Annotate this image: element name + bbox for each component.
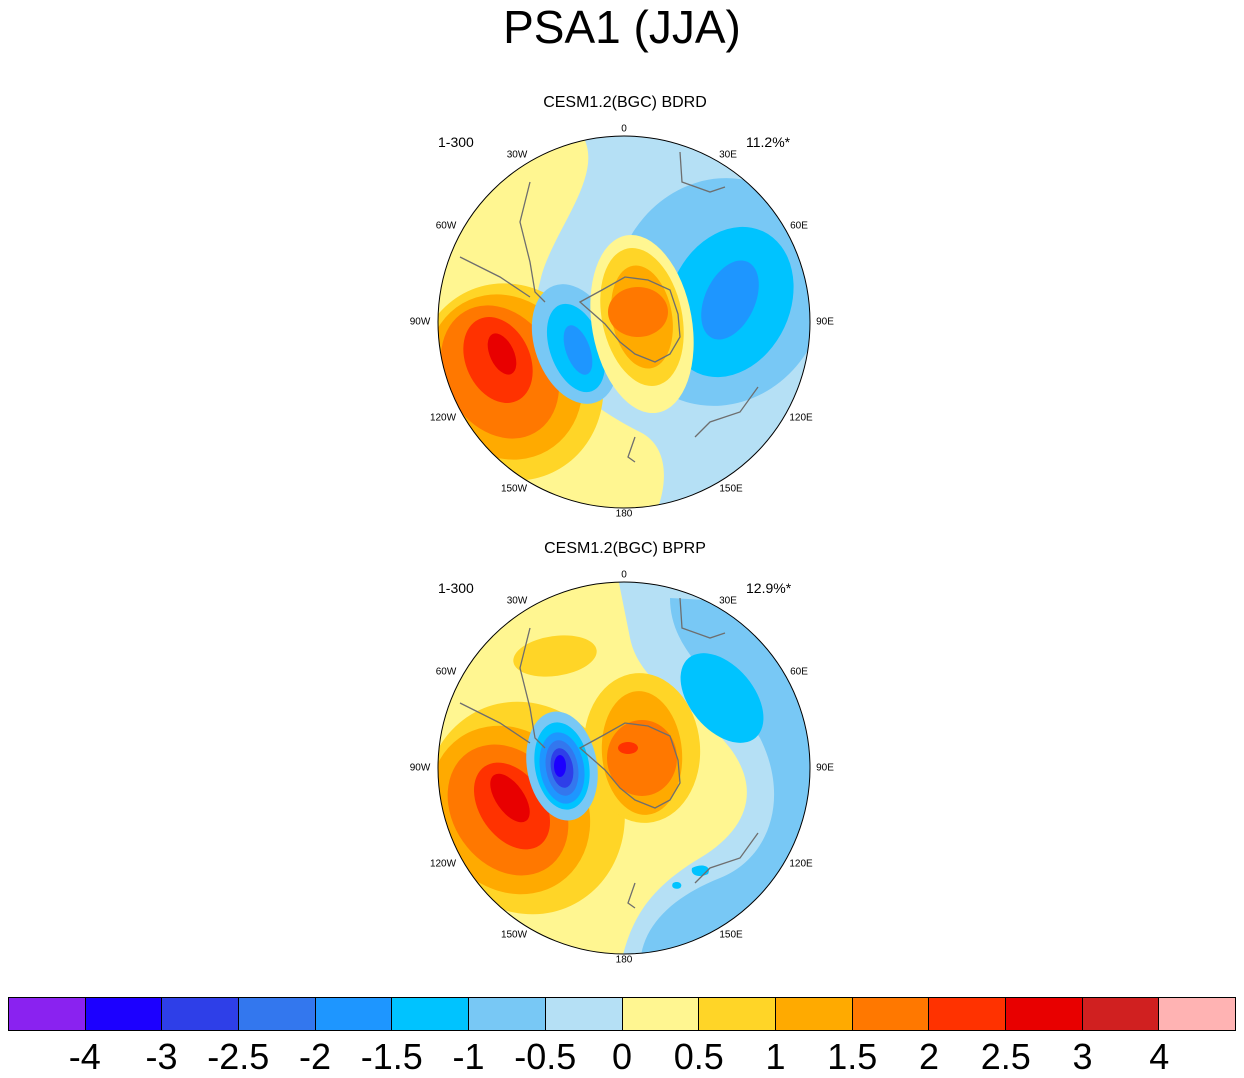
contour-2-5b: [618, 742, 638, 754]
colorbar-tick-label: -2: [298, 1036, 332, 1077]
lon-label: 120E: [789, 858, 813, 870]
map-panel-bottom: CESM1.2(BGC) BPRP 1-300 12.9%*: [380, 538, 870, 968]
coastline-australia: [694, 386, 759, 438]
coastline-south-america: [519, 627, 546, 749]
colorbar-tick-label: 3: [1072, 1036, 1093, 1077]
lon-label: 60E: [790, 220, 808, 232]
colorbar-swatch: [775, 998, 853, 1030]
colorbar-swatch: [699, 998, 776, 1030]
lon-label: 60W: [435, 666, 457, 678]
colorbar-swatch: [162, 998, 240, 1030]
colorbar-swatch: [1159, 998, 1235, 1030]
colorbar-swatch: [1005, 998, 1083, 1030]
polar-map: [437, 135, 811, 509]
colorbar-swatch: [929, 998, 1006, 1030]
coastline-antarctica: [578, 276, 681, 363]
colorbar-swatch: [315, 998, 393, 1030]
lon-label: 90E: [816, 316, 834, 328]
coastline-south-america: [519, 181, 546, 303]
coastline-new-zealand: [627, 882, 636, 909]
map-boundary: [437, 581, 811, 955]
contour-neg-1-5: [701, 260, 759, 340]
lon-label: 30E: [719, 149, 737, 161]
lon-label: 180: [615, 954, 633, 966]
coastline-africa: [679, 151, 726, 193]
coastline-antarctica: [578, 722, 681, 809]
coastline-chile: [459, 256, 531, 298]
colorbar-swatch: [392, 998, 470, 1030]
lon-label: 150E: [719, 929, 743, 941]
years-label: 1-300: [438, 580, 474, 596]
lon-label: 120W: [429, 858, 457, 870]
lon-label: 150W: [500, 929, 528, 941]
lon-label: 60W: [435, 220, 457, 232]
coastline-africa: [679, 597, 726, 639]
colorbar-tick-label: -4: [68, 1036, 101, 1077]
lon-label: 60E: [790, 666, 808, 678]
lon-label: 120E: [789, 412, 813, 424]
colorbar-tick-label: 1.5: [827, 1036, 878, 1077]
colorbar-swatch: [9, 998, 86, 1030]
years-label: 1-300: [438, 134, 474, 150]
contour-neg-1-5b: [563, 325, 593, 375]
contour-2b: [608, 287, 668, 337]
lon-label: 0: [621, 569, 627, 581]
contour-neg-1: [680, 653, 764, 743]
colorbar-swatch: [469, 998, 546, 1030]
panel-title: CESM1.2(BGC) BDRD: [543, 94, 707, 111]
lon-label: 90W: [409, 762, 431, 774]
contour-3: [487, 333, 517, 375]
map-boundary: [437, 135, 811, 509]
lon-label: 0: [621, 123, 627, 135]
colorbar-swatch: [622, 998, 700, 1030]
colorbar-tick-label: 4: [1149, 1036, 1170, 1077]
colorbar-tick-label: -1.5: [360, 1036, 423, 1077]
colorbar-tick-label: 1: [765, 1036, 786, 1077]
lon-label: 150W: [500, 483, 528, 495]
panel-title: CESM1.2(BGC) BPRP: [544, 540, 706, 557]
colorbar-tick-label: -3: [145, 1036, 178, 1077]
lon-label: 180: [615, 508, 633, 520]
contour-neg-3: [554, 755, 566, 777]
lon-label: 30E: [719, 595, 737, 607]
colorbar-tick-label: 2.5: [980, 1036, 1031, 1077]
colorbar-tick-label: 0: [611, 1036, 633, 1077]
colorbar-swatch: [239, 998, 316, 1030]
contour-3: [490, 773, 530, 823]
coastline-australia: [694, 832, 759, 884]
colorbar-swatch: [85, 998, 163, 1030]
lon-label: 90E: [816, 762, 834, 774]
map-panel-top: CESM1.2(BGC) BDRD 1-300 11.2%*: [380, 92, 870, 522]
lon-label: 90W: [409, 316, 431, 328]
colorbar-tick-label: 2: [918, 1036, 940, 1077]
colorbar: [8, 997, 1236, 1031]
main-title: PSA1 (JJA): [503, 1, 741, 53]
variance-label: 11.2%*: [746, 134, 791, 150]
contour-neg-1d: [672, 881, 682, 889]
colorbar-swatch: [1082, 998, 1160, 1030]
colorbar-tick-label: -1: [452, 1036, 485, 1077]
lon-label: 30W: [506, 595, 528, 607]
colorbar-swatch: [545, 998, 623, 1030]
polar-map: [437, 581, 811, 955]
lon-label: 120W: [429, 412, 457, 424]
colorbar-tick-label: -0.5: [514, 1036, 577, 1077]
contour-2b: [607, 720, 677, 796]
variance-label: 12.9%*: [746, 580, 792, 596]
lon-label: 150E: [719, 483, 743, 495]
colorbar-tick-label: 0.5: [673, 1036, 724, 1077]
coastline-chile: [459, 702, 531, 744]
contour-1a: [513, 635, 597, 677]
colorbar-swatch: [852, 998, 930, 1030]
lon-label: 30W: [506, 149, 528, 161]
colorbar-tick-label: -2.5: [207, 1036, 270, 1077]
coastline-new-zealand: [627, 436, 636, 463]
